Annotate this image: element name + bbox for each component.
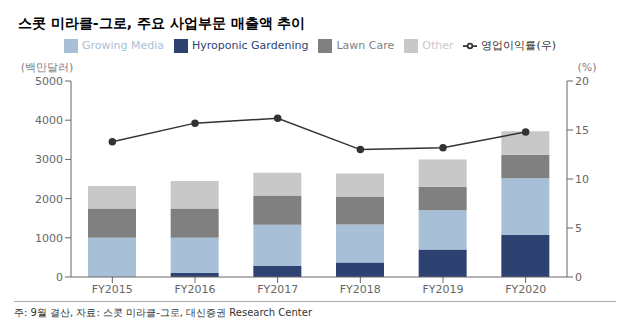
svg-text:FY2020: FY2020 [505, 283, 546, 296]
svg-text:(백만달러): (백만달러) [21, 61, 74, 74]
svg-text:20: 20 [575, 75, 589, 88]
svg-text:FY2015: FY2015 [92, 283, 133, 296]
svg-text:FY2019: FY2019 [422, 283, 463, 296]
svg-text:FY2017: FY2017 [257, 283, 298, 296]
svg-text:0: 0 [56, 271, 63, 284]
svg-text:(%): (%) [577, 61, 596, 74]
svg-text:15: 15 [575, 124, 589, 137]
html-text:Other: Other [422, 39, 454, 52]
html-text:주: 9월 결산, 자료: 스콧 미라클-그로, 대신증권: 주: 9월 결산, 자료: 스콧 미라클-그로, 대신증권 Research C… [14, 307, 312, 318]
svg-text:5000: 5000 [35, 75, 63, 88]
svg-text:10: 10 [575, 173, 589, 186]
svg-text:5: 5 [575, 222, 582, 235]
svg-text:3000: 3000 [35, 153, 63, 166]
svg-text:2000: 2000 [35, 193, 63, 206]
html-text:영업이익률(우): 영업이익률(우) [481, 39, 557, 52]
svg-text:FY2016: FY2016 [174, 283, 215, 296]
svg-text:FY2018: FY2018 [340, 283, 381, 296]
html-text:Hyroponic Gardening: Hyroponic Gardening [192, 39, 309, 52]
html-text:Lawn Care: Lawn Care [336, 39, 395, 52]
svg-text:4000: 4000 [35, 114, 63, 127]
svg-text:1000: 1000 [35, 232, 63, 245]
html-text:Growing Media: Growing Media [81, 39, 164, 52]
svg-text:0: 0 [575, 271, 582, 284]
html-text:스콧 미라클-그로, 주요 사업부문 매출액 추이: 스콧 미라클-그로, 주요 사업부문 매출액 추이 [18, 15, 306, 31]
